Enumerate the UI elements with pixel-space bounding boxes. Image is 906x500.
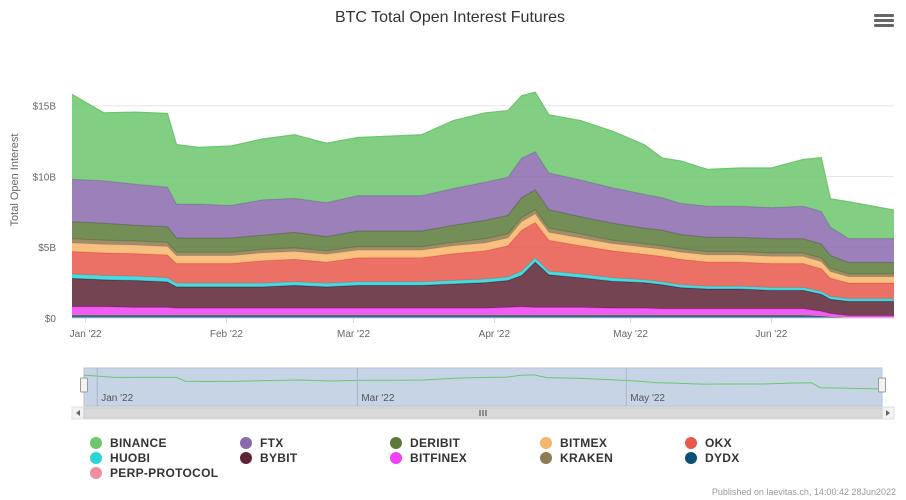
area-deribit[interactable] [72,189,894,274]
legend-dot-icon [390,437,402,449]
legend-item-deribit[interactable]: DERIBIT [390,436,460,450]
y-tick-label: $15B [33,102,57,113]
x-tick-label: May '22 [613,329,648,340]
legend-item-ftx[interactable]: FTX [240,436,284,450]
y-axis-label: Total Open Interest [9,134,21,227]
series-areas [71,91,895,318]
area-dydx[interactable] [72,315,894,318]
legend-label: DERIBIT [410,436,461,450]
legend-dot-icon [540,452,552,464]
navigator-handle-right[interactable] [878,377,886,393]
legend-dot-icon [685,437,697,449]
legend-label: DYDX [705,451,740,465]
legend-item-perp-protocol[interactable]: PERP-PROTOCOL [90,466,218,480]
legend-label: FTX [260,436,284,450]
legend-label: BITMEX [560,436,608,450]
legend-label: KRAKEN [560,451,614,465]
x-tick-label: Jan '22 [70,329,102,340]
y-tick-label: $0 [45,314,57,325]
y-tick-label: $5B [38,243,56,254]
x-tick-label: Mar '22 [337,329,370,340]
area-bybit[interactable] [72,262,894,316]
navigator-tick-label: May '22 [630,393,665,404]
area-ftx[interactable] [72,151,894,263]
legend-item-kraken[interactable]: KRAKEN [540,451,613,465]
legend-item-bybit[interactable]: BYBIT [240,451,298,465]
legend-dot-icon [90,467,102,479]
legend-dot-icon [685,452,697,464]
scroll-right-arrow-icon[interactable] [886,410,890,416]
area-binance[interactable] [72,92,894,239]
legend-label: HUOBI [110,451,151,465]
navigator-handle-left[interactable] [80,377,88,393]
navigator-series-line [83,374,883,390]
line-binance [71,91,895,211]
navigator-selection[interactable] [83,367,883,407]
legend-dot-icon [240,452,252,464]
x-tick-label: Apr '22 [479,329,511,340]
legend-label: BYBIT [260,451,298,465]
legend-label: BITFINEX [410,451,468,465]
scroll-left-arrow-icon[interactable] [76,410,80,416]
y-axis-ticks: $0 $5B $10B $15B [33,102,57,325]
x-axis-ticks: Jan '22 Feb '22 Mar '22 Apr '22 May '22 Jun '… [70,317,894,340]
navigator[interactable]: Jan '22 Mar '22 May '22 [71,367,895,420]
area-perp-protocol[interactable] [72,314,894,318]
legend-item-dydx[interactable]: DYDX [685,451,740,465]
legend-dot-icon [540,437,552,449]
legend-item-bitfinex[interactable]: BITFINEX [390,451,467,465]
legend-item-okx[interactable]: OKX [685,436,732,450]
legend-label: PERP-PROTOCOL [110,466,219,480]
legend-item-huobi[interactable]: HUOBI [90,451,150,465]
navigator-tick-label: Mar '22 [361,393,394,404]
legend-item-binance[interactable]: BINANCE [90,436,167,450]
x-tick-label: Feb '22 [210,329,243,340]
legend-dot-icon [90,452,102,464]
area-bitmex[interactable] [72,214,894,283]
legend-dot-icon [390,452,402,464]
legend-dot-icon [240,437,252,449]
credits[interactable]: Published on laevitas.ch, 14:00:42 28Jun… [711,487,896,497]
x-tick-label: Jun '22 [755,329,787,340]
legend-dot-icon [90,437,102,449]
legend-label: OKX [705,436,732,450]
area-kraken[interactable] [72,209,894,277]
chart-title: BTC Total Open Interest Futures [335,9,565,26]
area-okx[interactable] [72,222,894,299]
y-tick-label: $10B [33,172,57,183]
legend-item-bitmex[interactable]: BITMEX [540,436,607,450]
legend-label: BINANCE [110,436,167,450]
navigator-tick-label: Jan '22 [101,393,133,404]
hamburger-menu-icon[interactable] [874,12,894,30]
